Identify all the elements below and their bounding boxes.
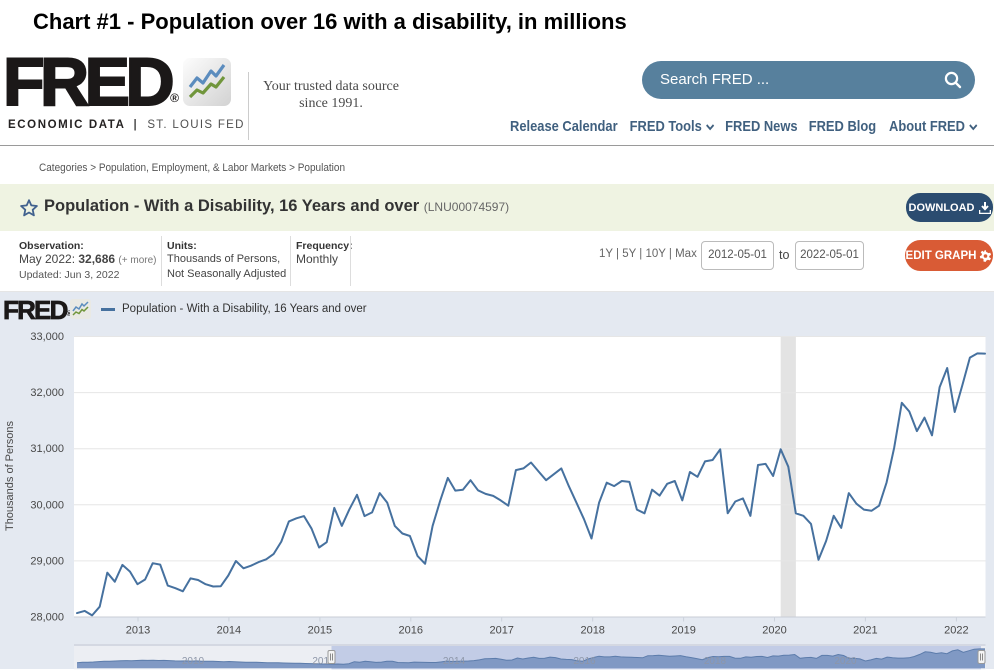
svg-text:2021: 2021: [853, 625, 877, 637]
svg-text:2020: 2020: [834, 656, 857, 667]
svg-text:2013: 2013: [126, 625, 150, 637]
svg-text:33,000: 33,000: [30, 331, 64, 343]
svg-text:2018: 2018: [580, 625, 604, 637]
svg-text:2016: 2016: [399, 625, 423, 637]
svg-text:32,000: 32,000: [30, 387, 64, 399]
svg-text:2022: 2022: [944, 625, 968, 637]
svg-text:2014: 2014: [443, 656, 466, 667]
svg-text:2014: 2014: [217, 625, 241, 637]
svg-text:29,000: 29,000: [30, 555, 64, 567]
svg-text:31,000: 31,000: [30, 443, 64, 455]
svg-text:2012: 2012: [312, 656, 335, 667]
svg-text:2020: 2020: [762, 625, 786, 637]
svg-text:28,000: 28,000: [30, 612, 64, 624]
svg-text:2019: 2019: [671, 625, 695, 637]
svg-text:2010: 2010: [182, 656, 205, 667]
svg-text:Thousands of Persons: Thousands of Persons: [4, 420, 16, 531]
svg-text:2017: 2017: [489, 625, 513, 637]
svg-text:2015: 2015: [308, 625, 332, 637]
svg-text:2018: 2018: [704, 656, 727, 667]
svg-text:30,000: 30,000: [30, 499, 64, 511]
svg-text:2016: 2016: [573, 656, 596, 667]
